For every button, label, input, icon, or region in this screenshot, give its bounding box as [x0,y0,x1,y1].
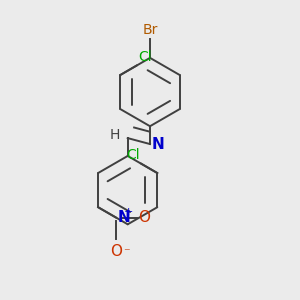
Text: Br: Br [142,23,158,37]
Text: Cl: Cl [138,50,152,64]
Text: N: N [152,136,164,152]
Text: O: O [110,244,122,260]
Text: Cl: Cl [126,148,140,162]
Text: O: O [138,210,150,225]
Text: ⁻: ⁻ [123,246,129,260]
Text: N: N [118,210,130,225]
Text: H: H [110,128,120,142]
Text: +: + [124,207,133,217]
